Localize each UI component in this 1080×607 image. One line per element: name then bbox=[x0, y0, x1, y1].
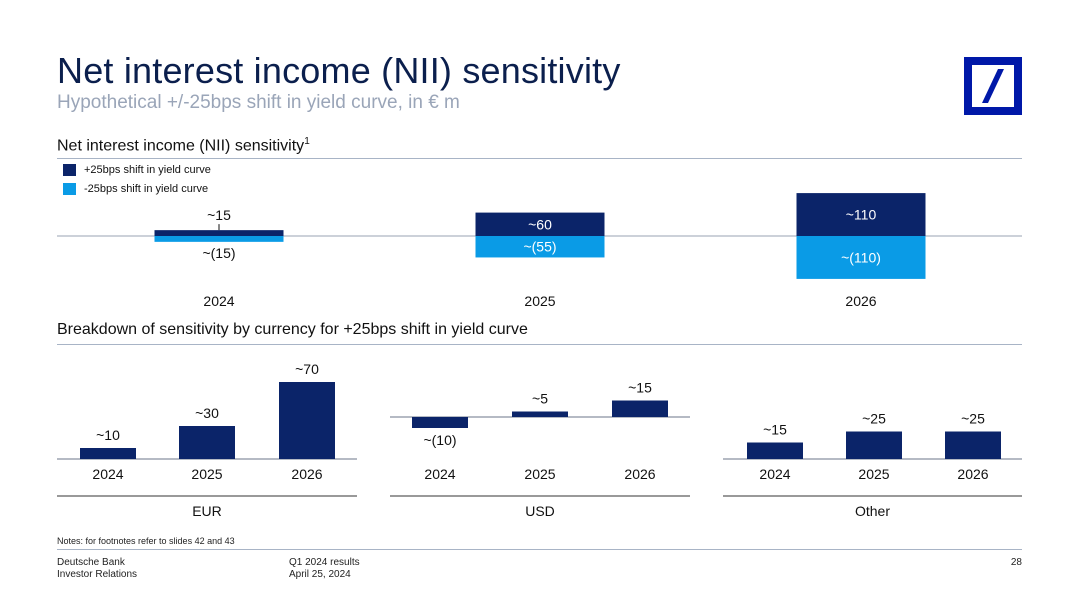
top-section-rule bbox=[57, 158, 1022, 159]
footer-department: Investor Relations bbox=[57, 569, 138, 580]
data-label-minus25-2024: ~(15) bbox=[202, 245, 235, 261]
x-tick-label-EUR-2024: 2024 bbox=[92, 466, 123, 482]
bar-Other-2024 bbox=[747, 442, 803, 459]
footer-company: Deutsche Bank bbox=[57, 557, 125, 568]
x-tick-label-USD-2024: 2024 bbox=[424, 466, 455, 482]
bar-USD-2025 bbox=[512, 411, 568, 417]
footer-rule bbox=[57, 549, 1022, 550]
x-tick-label-2026: 2026 bbox=[845, 293, 876, 309]
page-title: Net interest income (NII) sensitivity bbox=[57, 50, 621, 91]
bar-minus25-2026 bbox=[796, 236, 926, 279]
legend-label-plus25: +25bps shift in yield curve bbox=[84, 164, 211, 176]
footer-report: Q1 2024 results bbox=[289, 557, 360, 568]
group-label-EUR: EUR bbox=[192, 503, 222, 519]
bar-EUR-2026 bbox=[279, 382, 335, 459]
x-tick-label-EUR-2025: 2025 bbox=[191, 466, 222, 482]
x-tick-label-EUR-2026: 2026 bbox=[291, 466, 322, 482]
data-label-Other-2025: ~25 bbox=[862, 411, 886, 427]
bar-plus25-2024 bbox=[154, 230, 284, 236]
group-label-Other: Other bbox=[855, 503, 890, 519]
top-section-title: Net interest income (NII) sensitivity1 bbox=[57, 136, 310, 155]
data-label-Other-2024: ~15 bbox=[763, 422, 787, 438]
x-tick-label-2025: 2025 bbox=[524, 293, 555, 309]
data-label-USD-2026: ~15 bbox=[628, 380, 652, 396]
bottom-section-title: Breakdown of sensitivity by currency for… bbox=[57, 321, 528, 338]
data-label-Other-2026: ~25 bbox=[961, 411, 985, 427]
bar-Other-2026 bbox=[945, 431, 1001, 459]
data-label-EUR-2026: ~70 bbox=[295, 361, 319, 377]
data-label-plus25-2024: ~15 bbox=[207, 207, 231, 223]
data-label-plus25-2026: ~110 bbox=[846, 207, 877, 223]
bottom-section-rule bbox=[57, 344, 1022, 345]
x-tick-label-USD-2026: 2026 bbox=[624, 466, 655, 482]
bar-USD-2024 bbox=[412, 417, 468, 428]
legend-label-minus25: -25bps shift in yield curve bbox=[84, 183, 209, 195]
deutsche-bank-logo-icon bbox=[964, 57, 1022, 115]
x-tick-label-Other-2026: 2026 bbox=[957, 466, 988, 482]
data-label-plus25-2025: ~60 bbox=[528, 216, 552, 232]
legend-swatch-minus25 bbox=[63, 183, 76, 195]
page-number: 28 bbox=[1010, 557, 1022, 568]
bar-minus25-2025 bbox=[475, 236, 605, 258]
data-label-USD-2025: ~5 bbox=[532, 391, 548, 407]
bar-USD-2026 bbox=[612, 400, 668, 417]
footer-notes: Notes: for footnotes refer to slides 42 … bbox=[57, 536, 235, 546]
bar-minus25-2024 bbox=[154, 236, 284, 242]
x-tick-label-USD-2025: 2025 bbox=[524, 466, 555, 482]
data-label-USD-2024: ~(10) bbox=[423, 432, 456, 448]
bar-plus25-2026 bbox=[796, 193, 926, 236]
footer-date: April 25, 2024 bbox=[289, 569, 351, 580]
data-label-EUR-2024: ~10 bbox=[96, 427, 120, 443]
legend-swatch-plus25 bbox=[63, 164, 76, 176]
data-label-minus25-2026: ~(110) bbox=[841, 249, 881, 265]
data-label-minus25-2025: ~(55) bbox=[523, 239, 556, 255]
x-tick-label-2024: 2024 bbox=[203, 293, 234, 309]
page-subtitle: Hypothetical +/-25bps shift in yield cur… bbox=[57, 92, 460, 113]
x-tick-label-Other-2025: 2025 bbox=[858, 466, 889, 482]
data-label-EUR-2025: ~30 bbox=[195, 405, 219, 421]
bar-EUR-2025 bbox=[179, 426, 235, 459]
group-label-USD: USD bbox=[525, 503, 555, 519]
bar-Other-2025 bbox=[846, 431, 902, 459]
footnote-marker: 1 bbox=[304, 136, 310, 147]
x-tick-label-Other-2024: 2024 bbox=[759, 466, 790, 482]
top-section-title-text: Net interest income (NII) sensitivity bbox=[57, 137, 305, 155]
bar-plus25-2025 bbox=[475, 212, 605, 236]
bar-EUR-2024 bbox=[80, 448, 136, 459]
